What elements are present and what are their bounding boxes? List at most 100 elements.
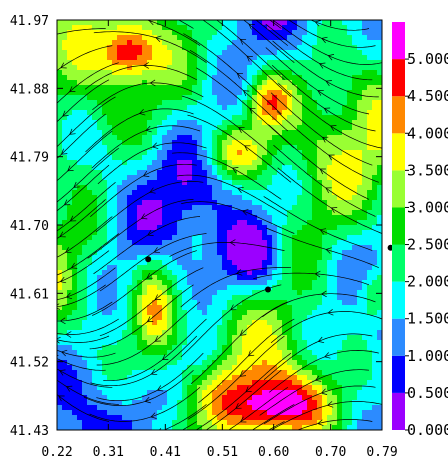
heatmap-cell (207, 380, 213, 386)
heatmap-cell (282, 390, 288, 396)
heatmap-cell (177, 340, 183, 346)
heatmap-cell (132, 370, 138, 376)
heatmap-cell (112, 20, 118, 26)
heatmap-cell (307, 145, 313, 151)
heatmap-cell (312, 60, 318, 66)
heatmap-cell (362, 70, 368, 76)
heatmap-cell (107, 110, 113, 116)
heatmap-cell (87, 100, 93, 106)
heatmap-cell (72, 30, 78, 36)
heatmap-cell (217, 115, 223, 121)
heatmap-cell (127, 120, 133, 126)
heatmap-cell (227, 190, 233, 196)
heatmap-cell (352, 330, 358, 336)
heatmap-cell (207, 20, 213, 26)
heatmap-cell (142, 250, 148, 256)
heatmap-cell (152, 45, 158, 51)
heatmap-cell (152, 150, 158, 156)
heatmap-cell (132, 85, 138, 91)
heatmap-cell (147, 375, 153, 381)
heatmap-cell (132, 70, 138, 76)
heatmap-cell (372, 305, 378, 311)
heatmap-cell (57, 105, 63, 111)
heatmap-cell (337, 140, 343, 146)
heatmap-cell (352, 365, 358, 371)
heatmap-cell (227, 310, 233, 316)
heatmap-cell (247, 95, 253, 101)
heatmap-cell (197, 215, 203, 221)
heatmap-cell (77, 250, 83, 256)
heatmap-cell (232, 280, 238, 286)
heatmap-cell (312, 160, 318, 166)
heatmap-cell (297, 265, 303, 271)
heatmap-cell (357, 330, 363, 336)
heatmap-cell (347, 215, 353, 221)
heatmap-cell (247, 300, 253, 306)
heatmap-cell (322, 145, 328, 151)
heatmap-cell (247, 360, 253, 366)
heatmap-cell (257, 400, 263, 406)
heatmap-cell (187, 160, 193, 166)
heatmap-cell (297, 215, 303, 221)
heatmap-cell (67, 145, 73, 151)
heatmap-cell (122, 375, 128, 381)
heatmap-cell (327, 215, 333, 221)
heatmap-cell (172, 295, 178, 301)
heatmap-cell (132, 280, 138, 286)
heatmap-cell (262, 160, 268, 166)
heatmap-cell (327, 265, 333, 271)
heatmap-cell (217, 65, 223, 71)
heatmap-cell (377, 200, 382, 206)
heatmap-cell (312, 110, 318, 116)
heatmap-cell (352, 100, 358, 106)
heatmap-cell (292, 170, 298, 176)
heatmap-cell (302, 280, 308, 286)
heatmap-cell (232, 305, 238, 311)
heatmap-cell (237, 40, 243, 46)
heatmap-cell (102, 360, 108, 366)
heatmap-cell (87, 65, 93, 71)
heatmap-cell (177, 290, 183, 296)
heatmap-cell (57, 265, 63, 271)
heatmap-cell (112, 400, 118, 406)
heatmap-cell (182, 55, 188, 61)
heatmap-cell (172, 50, 178, 56)
heatmap-cell (262, 150, 268, 156)
heatmap-cell (257, 25, 263, 31)
heatmap-cell (337, 280, 343, 286)
heatmap-cell (162, 25, 168, 31)
heatmap-cell (287, 200, 293, 206)
heatmap-cell (172, 220, 178, 226)
heatmap-cell (227, 25, 233, 31)
heatmap-cell (262, 220, 268, 226)
heatmap-cell (212, 35, 218, 41)
heatmap-cell (197, 390, 203, 396)
heatmap-cell (377, 165, 382, 171)
heatmap-cell (117, 155, 123, 161)
heatmap-cell (317, 210, 323, 216)
heatmap-cell (182, 335, 188, 341)
heatmap-cell (267, 275, 273, 281)
heatmap-cell (307, 275, 313, 281)
heatmap-cell (347, 205, 353, 211)
heatmap-cell (67, 265, 73, 271)
heatmap-cell (312, 210, 318, 216)
heatmap-cell (377, 30, 382, 36)
heatmap-cell (237, 115, 243, 121)
heatmap-cell (57, 190, 63, 196)
heatmap-cell (372, 320, 378, 326)
heatmap-cell (187, 310, 193, 316)
heatmap-cell (237, 130, 243, 136)
heatmap-cell (322, 235, 328, 241)
heatmap-cell (152, 70, 158, 76)
heatmap-cell (302, 215, 308, 221)
heatmap-cell (62, 305, 68, 311)
heatmap-cell (347, 130, 353, 136)
heatmap-cell (92, 230, 98, 236)
heatmap-cell (177, 55, 183, 61)
heatmap-cell (307, 225, 313, 231)
heatmap-cell (317, 50, 323, 56)
heatmap-cell (72, 65, 78, 71)
heatmap-cell (312, 195, 318, 201)
heatmap-cell (192, 215, 198, 221)
